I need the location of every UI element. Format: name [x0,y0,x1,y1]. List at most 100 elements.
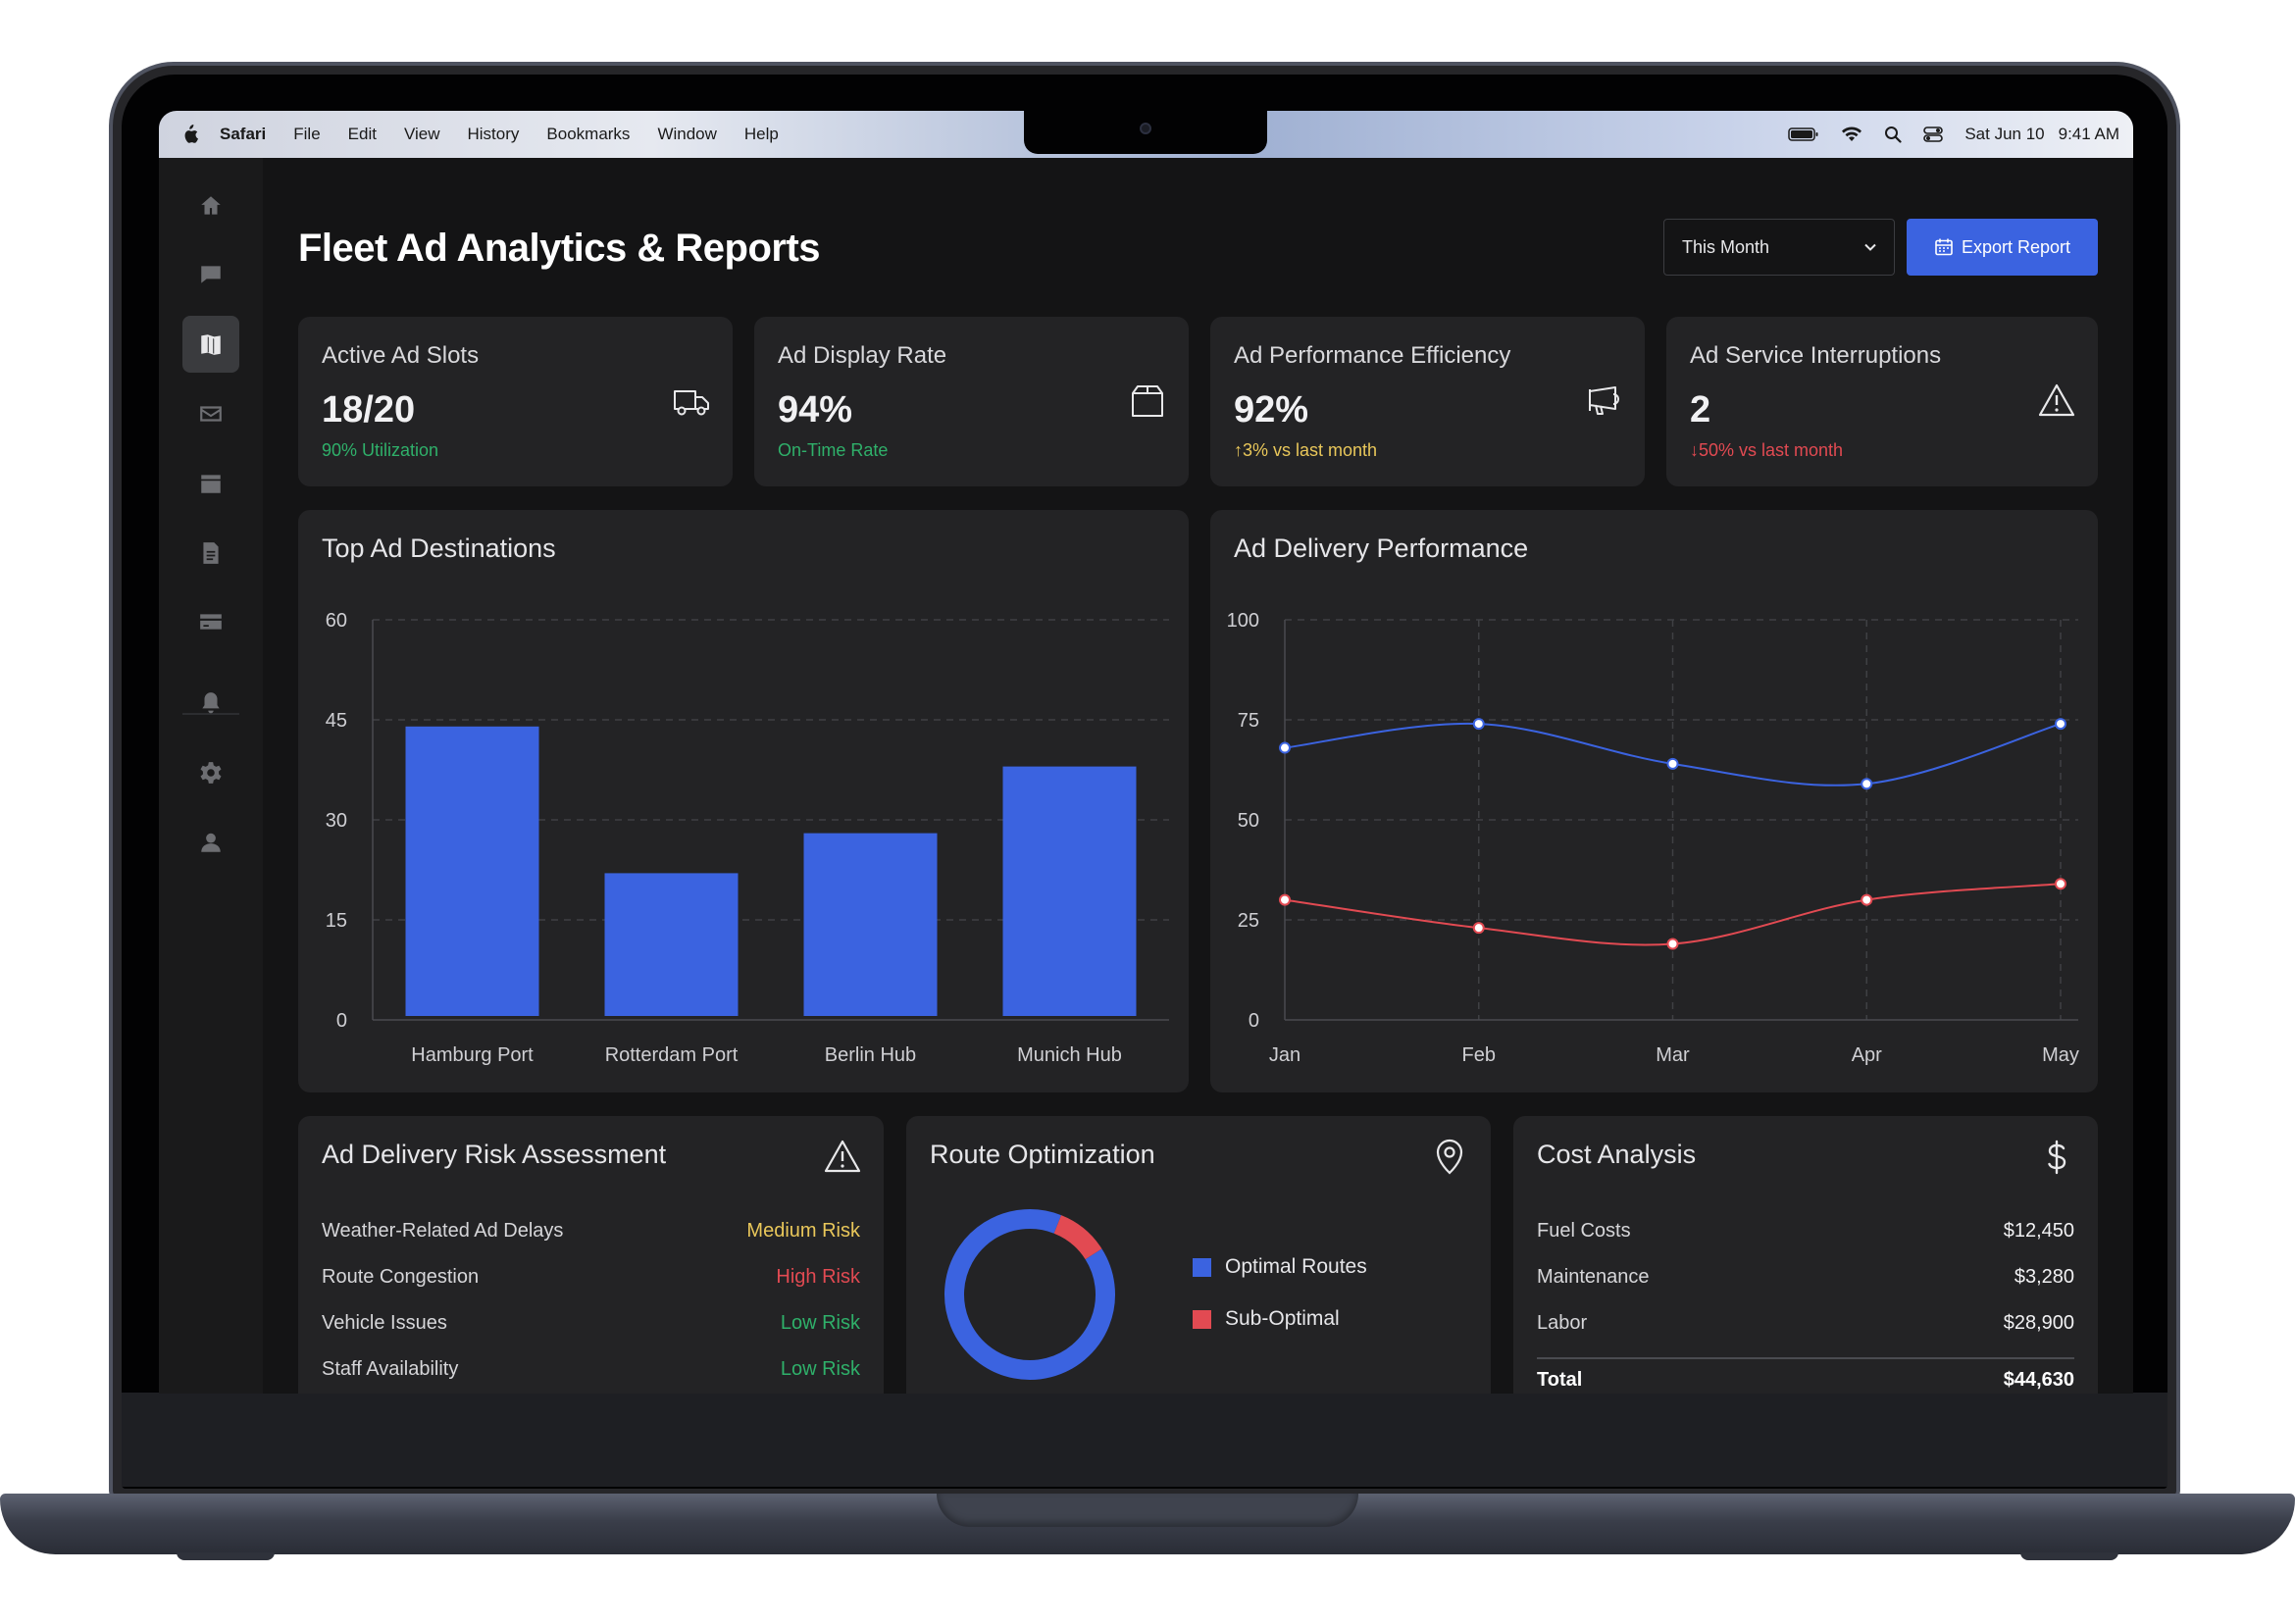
ad-delivery-performance-chart: 0 25 50 75 100 Jan Feb Mar Apr May [1227,610,2079,1066]
data-point [2055,878,2066,890]
sidebar-item-notifications[interactable] [182,675,239,732]
bar [1002,766,1137,1016]
data-point [1279,893,1291,906]
bell-icon [202,692,220,714]
cost-label: Fuel Costs [1537,1220,1631,1242]
y-tick-label: 75 [1238,710,1259,732]
bar [803,833,938,1016]
x-tick-label: Jan [1269,1044,1300,1066]
sidebar-item-settings[interactable] [182,744,239,801]
truck-icon [674,390,709,416]
sidebar-item-mail[interactable] [182,385,239,442]
stat-value: 2 [1690,389,1711,431]
stat-card-active-ad-slots: Active Ad Slots 18/20 90% Utilization [298,317,733,486]
y-tick-label: 100 [1227,610,1259,632]
bar [604,873,739,1016]
menu-date[interactable]: Sat Jun 10 [1964,125,2045,143]
risk-assessment-title: Ad Delivery Risk Assessment [322,1140,667,1169]
donut-slice-sub-optimal [1053,1215,1102,1260]
menu-view[interactable]: View [403,125,440,143]
camera-icon [1140,123,1151,134]
period-select[interactable]: This Month [1663,219,1895,276]
chat-icon [201,266,221,283]
stat-card-ad-display-rate: Ad Display Rate 94% On-Time Rate [754,317,1189,486]
sidebar-item-billing[interactable] [182,593,239,650]
menu-window[interactable]: Window [657,125,717,143]
risk-level: Low Risk [780,1358,860,1380]
y-tick-label: 45 [326,710,347,732]
y-tick-label: 50 [1238,810,1259,832]
cost-total-value: $44,630 [2003,1369,2074,1391]
risk-assessment-card: Ad Delivery Risk Assessment Weather-Rela… [298,1116,884,1394]
sidebar-item-calendar[interactable] [182,455,239,512]
stat-value: 92% [1234,389,1309,431]
data-point [1666,938,1679,950]
cost-row: Fuel Costs $12,450 [1537,1220,2074,1249]
home-icon [201,196,221,215]
stat-subtext: ↓50% vs last month [1690,440,1844,460]
x-tick-label: May [2042,1044,2079,1066]
wifi-icon[interactable] [1841,127,1862,142]
risk-label: Route Congestion [322,1266,480,1288]
sidebar-item-messages[interactable] [182,246,239,303]
menu-history[interactable]: History [467,125,520,143]
route-optimization-card: Route Optimization Optimal Routes Sub-Op… [906,1116,1491,1394]
risk-row: Weather-Related Ad Delays Medium Risk [322,1220,860,1249]
battery-icon[interactable] [1788,127,1819,142]
apple-logo-icon[interactable] [180,125,198,144]
x-tick-label: Apr [1852,1044,1882,1066]
x-tick-label: Hamburg Port [411,1044,534,1066]
stat-subtext: On-Time Rate [778,440,889,460]
control-center-icon[interactable] [1923,126,1944,143]
risk-level: Low Risk [780,1312,860,1334]
cost-label: Labor [1537,1312,1588,1334]
cost-analysis-card: Cost Analysis Fuel Costs $12,450 Mainten… [1513,1116,2098,1394]
menu-bookmarks[interactable]: Bookmarks [546,125,631,143]
legend-swatch [1193,1309,1211,1329]
risk-level: Medium Risk [746,1220,860,1242]
x-tick-label: Mar [1656,1044,1690,1066]
legend-label: Optimal Routes [1225,1255,1367,1278]
stat-card-ad-performance-efficiency: Ad Performance Efficiency 92% ↑3% vs las… [1210,317,1645,486]
cost-row: Maintenance $3,280 [1537,1266,2074,1295]
risk-row: Route Congestion High Risk [322,1266,860,1295]
cost-analysis-title: Cost Analysis [1537,1140,1697,1169]
sidebar-item-documents[interactable] [182,525,239,582]
risk-label: Staff Availability [322,1358,459,1380]
cost-value: $28,900 [2003,1312,2074,1334]
y-tick-label: 0 [1249,1010,1259,1032]
stat-label: Active Ad Slots [322,342,480,369]
legend-item-optimal: Optimal Routes [1193,1255,1367,1279]
stat-label: Ad Display Rate [778,342,947,369]
risk-row: Vehicle Issues Low Risk [322,1312,860,1342]
menu-help[interactable]: Help [743,125,779,143]
legend-label: Sub-Optimal [1225,1307,1340,1330]
search-icon[interactable] [1884,126,1902,143]
sidebar [159,158,263,1394]
menu-edit[interactable]: Edit [347,125,377,143]
data-point [1666,757,1679,770]
y-tick-label: 60 [326,610,347,632]
cost-value: $12,450 [2003,1220,2074,1242]
cost-label: Maintenance [1537,1266,1650,1288]
sidebar-item-home[interactable] [182,178,239,234]
screen-chin [122,1393,2168,1487]
data-point [1861,778,1873,790]
x-tick-label: Feb [1462,1044,1496,1066]
megaphone-icon [1589,386,1619,415]
stat-subtext: ↑3% vs last month [1234,440,1378,460]
gear-icon [200,762,222,784]
menu-app-name[interactable]: Safari [220,125,267,143]
menu-file[interactable]: File [293,125,321,143]
legend-swatch [1193,1257,1211,1277]
risk-label: Vehicle Issues [322,1312,447,1334]
sidebar-item-map[interactable] [182,316,239,373]
top-ad-destinations-chart: 0 15 30 45 60 Hamburg Port Rotterdam Port Berli… [326,610,1169,1066]
screen: Safari File Edit View History Bookmarks … [159,111,2133,1394]
chevron-down-icon [1864,243,1876,251]
sidebar-item-profile[interactable] [182,814,239,871]
menu-time[interactable]: 9:41 AM [2058,125,2119,143]
cost-row: Labor $28,900 [1537,1312,2074,1342]
laptop-hinge-notch [937,1494,1358,1527]
export-report-button[interactable]: Export Report [1907,219,2098,276]
